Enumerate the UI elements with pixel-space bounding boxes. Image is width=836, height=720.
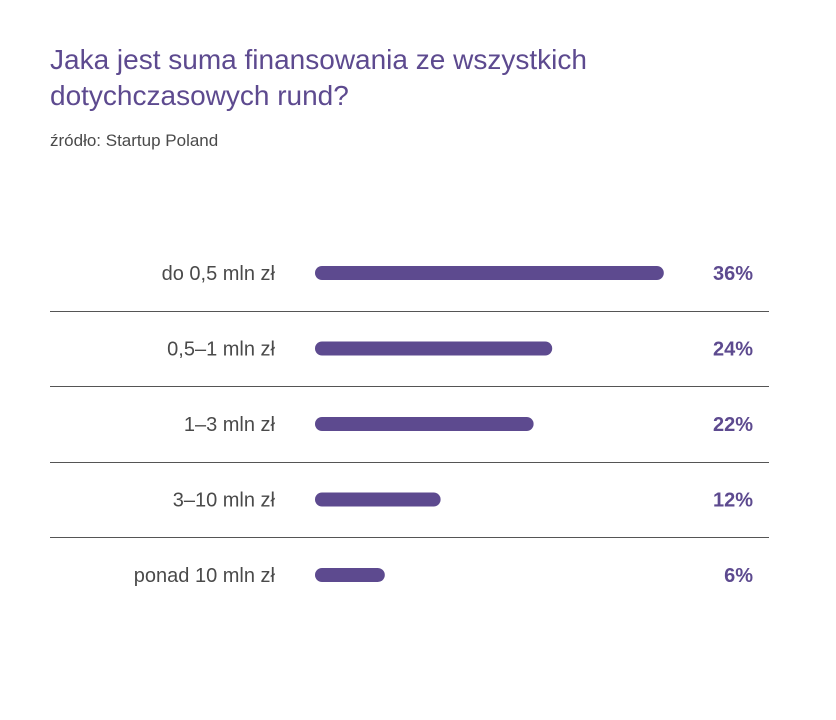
category-label: 0,5–1 mln zł <box>167 339 275 361</box>
category-label: ponad 10 mln zł <box>134 565 276 587</box>
value-label: 22% <box>713 414 753 436</box>
source-note: źródło: Startup Poland <box>50 131 219 150</box>
category-label: 1–3 mln zł <box>184 414 276 436</box>
category-label: 3–10 mln zł <box>173 490 276 512</box>
value-label: 24% <box>713 339 753 361</box>
chart-title: Jaka jest suma finansowania ze wszystkic… <box>50 44 587 111</box>
value-label: 36% <box>713 263 753 285</box>
category-label: do 0,5 mln zł <box>162 263 276 285</box>
value-label: 12% <box>713 490 753 512</box>
value-label: 6% <box>724 565 753 587</box>
